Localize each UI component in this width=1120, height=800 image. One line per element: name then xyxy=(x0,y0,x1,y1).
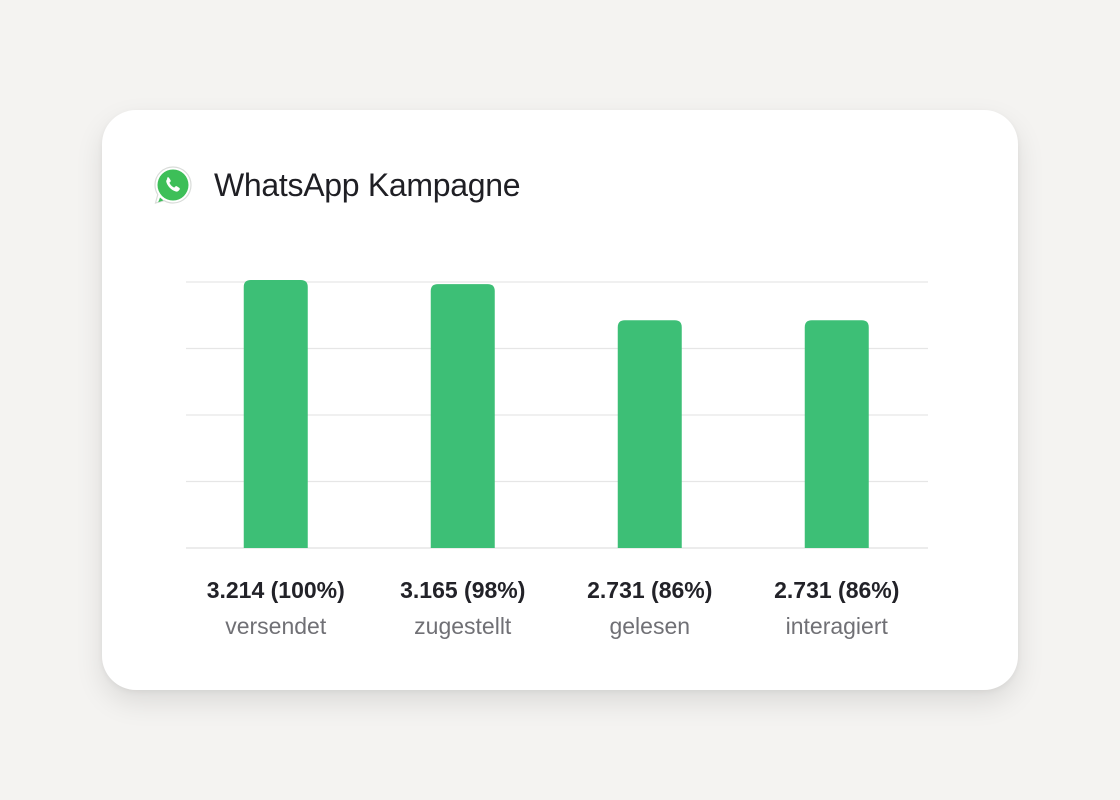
bar-zugestellt xyxy=(430,284,495,548)
value-label: 3.165 (98%) xyxy=(400,577,525,603)
bar-gelesen xyxy=(617,320,682,548)
value-label: 3.214 (100%) xyxy=(207,577,345,603)
whatsapp-icon xyxy=(154,166,192,204)
value-label: 2.731 (86%) xyxy=(587,577,712,603)
bar-chart-svg: 3.214 (100%) versendet 3.165 (98%) zugestel… xyxy=(186,280,928,639)
bar-versendet xyxy=(243,280,308,548)
card-title: WhatsApp Kampagne xyxy=(214,166,521,203)
category-label: zugestellt xyxy=(414,613,512,639)
bar-interagiert xyxy=(804,320,869,548)
card-header: WhatsApp Kampagne xyxy=(152,162,521,208)
category-label: interagiert xyxy=(786,613,889,639)
campaign-card: WhatsApp Kampagne 3.214 (100%) versendet 3… xyxy=(102,110,1018,690)
value-label: 2.731 (86%) xyxy=(774,577,899,603)
bar-chart: 3.214 (100%) versendet 3.165 (98%) zugestel… xyxy=(102,110,1018,690)
category-label: gelesen xyxy=(609,613,690,639)
category-label: versendet xyxy=(225,613,327,639)
